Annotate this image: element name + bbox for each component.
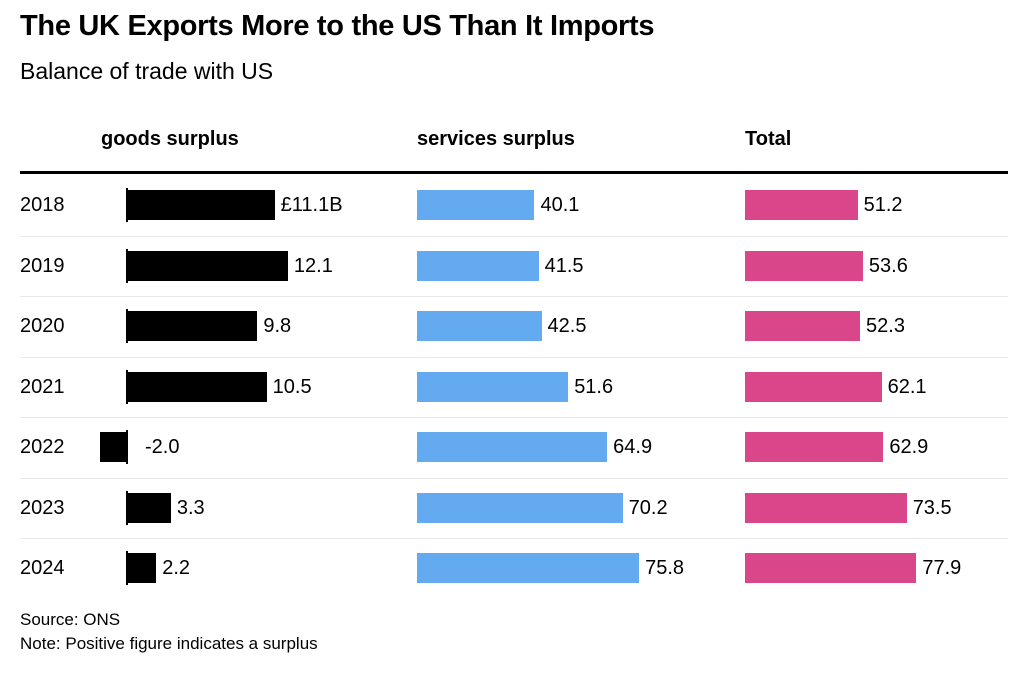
year-label: 2022 [20,436,65,459]
year-label: 2024 [20,557,65,580]
goods-zero-line [126,188,128,223]
services-bar [417,190,535,221]
total-bar [745,190,858,221]
goods-value-label: 10.5 [272,375,312,398]
services-value-label: 40.1 [540,194,580,217]
goods-zero-line [126,369,128,404]
goods-zero-line [126,490,128,525]
row-divider [20,417,1008,418]
total-value-label: 73.5 [912,496,952,519]
total-bar [745,311,861,342]
services-bar [417,250,539,281]
goods-zero-line [126,248,128,283]
goods-zero-line [126,551,128,586]
total-bar [745,371,882,402]
row-divider [20,235,1008,237]
goods-bar [127,250,288,281]
goods-value-label: 12.1 [293,254,333,277]
services-bar [417,432,608,463]
column-header-goods: goods surplus [101,128,239,150]
goods-value-label: -2.0 [145,436,180,459]
goods-bar [100,432,127,463]
year-label: 2019 [20,254,65,277]
goods-zero-line [126,430,128,465]
goods-value-label: 3.3 [176,496,205,519]
column-header-total: Total [745,128,792,150]
column-header-services: services surplus [417,128,575,150]
row-divider [20,477,1008,479]
goods-bar [127,492,171,523]
services-value-label: 75.8 [645,557,685,580]
total-value-label: 52.3 [866,315,905,338]
services-value-label: 70.2 [628,496,668,519]
services-bar [417,311,542,342]
year-label: 2021 [20,375,65,398]
row-divider [20,538,1008,539]
goods-bar [127,311,258,342]
footnote: Note: Positive figure indicates a surplu… [20,634,318,653]
total-bar [745,492,907,523]
services-value-label: 41.5 [544,254,584,277]
goods-bar [127,371,267,402]
total-value-label: 53.6 [868,254,908,277]
row-divider [20,356,1008,358]
total-value-label: 51.2 [863,194,903,217]
year-label: 2020 [20,315,65,338]
services-bar [417,371,569,402]
services-value-label: 42.5 [547,315,587,338]
header-rule [20,171,1008,174]
year-label: 2018 [20,194,65,217]
services-value-label: 51.6 [574,375,614,398]
chart-subtitle: Balance of trade with US [20,58,274,84]
goods-value-label: 9.8 [263,315,292,338]
goods-zero-line [126,309,128,344]
goods-value-label: £11.1B [280,194,343,217]
services-bar [417,492,623,523]
goods-bar [127,553,157,584]
services-value-label: 64.9 [613,436,653,459]
goods-value-label: 2.2 [162,557,191,580]
total-value-label: 77.9 [922,557,962,580]
total-bar [745,432,884,463]
total-value-label: 62.1 [887,375,927,398]
goods-bar [127,190,275,221]
source-note: Source: ONS [20,610,121,629]
row-divider [20,296,1008,297]
chart-title: The UK Exports More to the US Than It Im… [20,10,655,42]
year-label: 2023 [20,496,65,519]
total-bar [745,553,917,584]
services-bar [417,553,640,584]
total-bar [745,250,863,281]
total-value-label: 62.9 [889,436,929,459]
